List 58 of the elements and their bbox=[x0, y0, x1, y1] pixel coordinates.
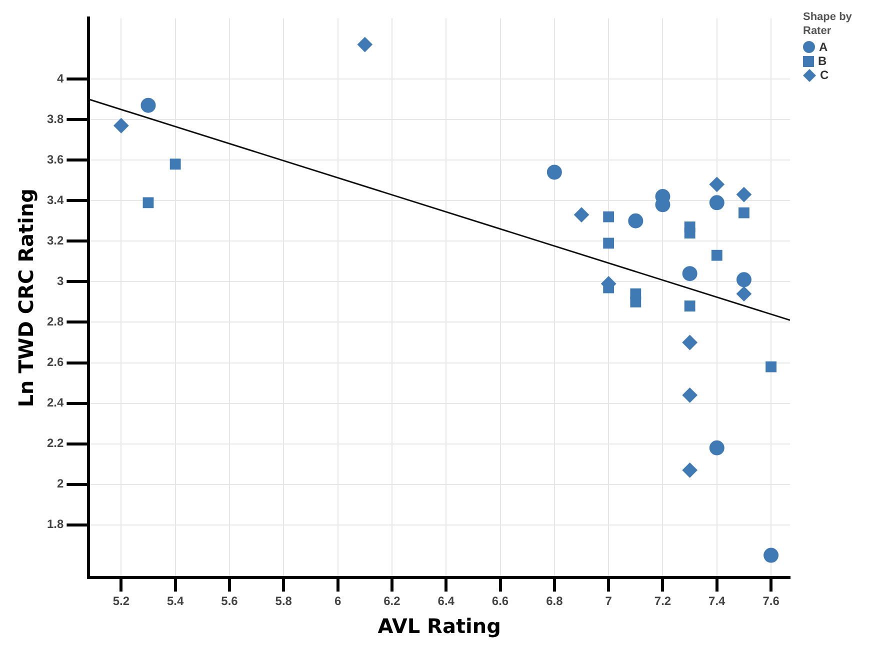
x-tick-label: 6.6 bbox=[492, 594, 509, 608]
point bbox=[709, 440, 724, 456]
point bbox=[170, 158, 181, 170]
point bbox=[736, 286, 752, 302]
point bbox=[628, 213, 644, 228]
y-tick-label: 2.4 bbox=[46, 396, 64, 410]
x-tick-label: 7.2 bbox=[654, 594, 672, 608]
legend-label: A bbox=[819, 40, 828, 54]
point bbox=[736, 187, 752, 202]
point bbox=[546, 164, 562, 180]
y-tick-label: 3.8 bbox=[46, 112, 64, 126]
point bbox=[682, 334, 698, 350]
x-tick-label: 5.8 bbox=[275, 594, 292, 608]
y-tick-label: 4 bbox=[56, 71, 64, 86]
point bbox=[766, 361, 776, 372]
point bbox=[114, 118, 129, 134]
y-tick-label: 2 bbox=[56, 476, 64, 491]
point bbox=[736, 272, 752, 288]
point bbox=[140, 98, 156, 113]
point bbox=[711, 250, 722, 261]
y-axis-title: Ln TWD CRC Rating bbox=[14, 188, 38, 408]
point bbox=[684, 300, 696, 312]
legend-label: C bbox=[820, 68, 829, 82]
x-axis-title: AVL Rating bbox=[378, 614, 501, 638]
legend-title: Shape by Rater bbox=[803, 10, 853, 38]
point bbox=[682, 266, 698, 282]
point bbox=[357, 37, 372, 52]
x-tick-label: 5.4 bbox=[166, 594, 184, 608]
x-tick-label: 5.2 bbox=[112, 594, 130, 608]
point bbox=[603, 238, 614, 249]
y-tick-label: 2.8 bbox=[46, 314, 64, 329]
x-tick-label: 6 bbox=[334, 594, 342, 608]
y-tick-label: 2.2 bbox=[46, 436, 64, 450]
point bbox=[709, 176, 724, 192]
point bbox=[764, 548, 779, 563]
y-tick-label: 2.6 bbox=[46, 355, 64, 370]
point bbox=[574, 207, 589, 222]
point bbox=[738, 207, 750, 218]
y-tick-label: 3 bbox=[56, 274, 64, 288]
legend-label: B bbox=[818, 54, 827, 68]
point bbox=[603, 211, 614, 222]
point bbox=[142, 197, 154, 208]
x-tick-label: 5.6 bbox=[221, 594, 238, 608]
point bbox=[630, 296, 642, 308]
point bbox=[682, 388, 698, 403]
point bbox=[709, 195, 724, 210]
y-tick-label: 3.2 bbox=[46, 233, 64, 248]
x-tick-label: 6.4 bbox=[438, 594, 455, 608]
x-tick-label: 6.2 bbox=[384, 594, 401, 608]
y-tick-label: 3.4 bbox=[46, 192, 64, 207]
x-tick-label: 7.4 bbox=[708, 594, 726, 608]
point bbox=[684, 228, 696, 238]
x-tick-label: 6.8 bbox=[546, 594, 564, 608]
y-tick-label: 1.8 bbox=[46, 517, 64, 532]
x-tick-label: 7 bbox=[605, 594, 612, 608]
y-tick-label: 3.6 bbox=[46, 152, 64, 166]
x-tick-label: 7.6 bbox=[762, 594, 780, 608]
point bbox=[682, 462, 698, 478]
